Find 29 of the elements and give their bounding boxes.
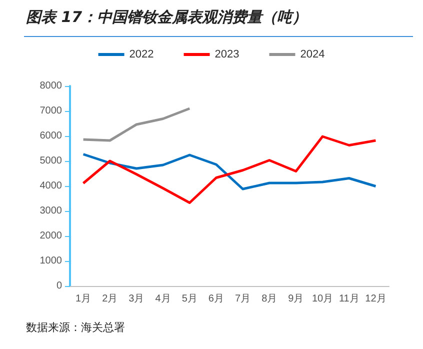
x-tick-label: 10月 <box>312 294 334 304</box>
y-tick-label: 4000 <box>40 180 62 192</box>
legend-label: 2024 <box>300 48 325 60</box>
x-tick-label: 12月 <box>365 294 386 304</box>
legend-label: 2022 <box>129 48 154 60</box>
line-series <box>82 135 377 204</box>
chart-title: 图表 17：中国镨钕金属表观消费量（吨） <box>26 8 308 27</box>
line-series <box>82 107 191 142</box>
x-tick-label: 11月 <box>338 294 360 304</box>
y-tick-label: 7000 <box>40 106 62 116</box>
y-tick-label: 6000 <box>40 130 62 142</box>
x-tick-label: 1月 <box>76 294 92 304</box>
y-tick-label: 8000 <box>40 80 62 92</box>
source-note: 数据来源：海关总署 <box>26 320 125 335</box>
x-tick-label: 3月 <box>128 294 144 304</box>
legend-label: 2023 <box>214 48 240 60</box>
x-tick-label: 8月 <box>262 294 278 304</box>
line-series <box>82 153 377 190</box>
y-tick-label: 0 <box>56 280 62 292</box>
x-tick-label: 6月 <box>208 294 224 304</box>
x-tick-label: 2月 <box>102 294 118 304</box>
y-tick-label: 2000 <box>40 230 62 242</box>
y-tick-label: 3000 <box>40 206 62 216</box>
x-tick-label: 7月 <box>235 294 251 304</box>
x-tick-label: 4月 <box>155 294 171 304</box>
y-tick-label: 5000 <box>40 156 62 166</box>
y-tick-label: 1000 <box>40 256 62 266</box>
x-tick-label: 9月 <box>288 294 304 304</box>
x-tick-label: 5月 <box>182 294 198 304</box>
